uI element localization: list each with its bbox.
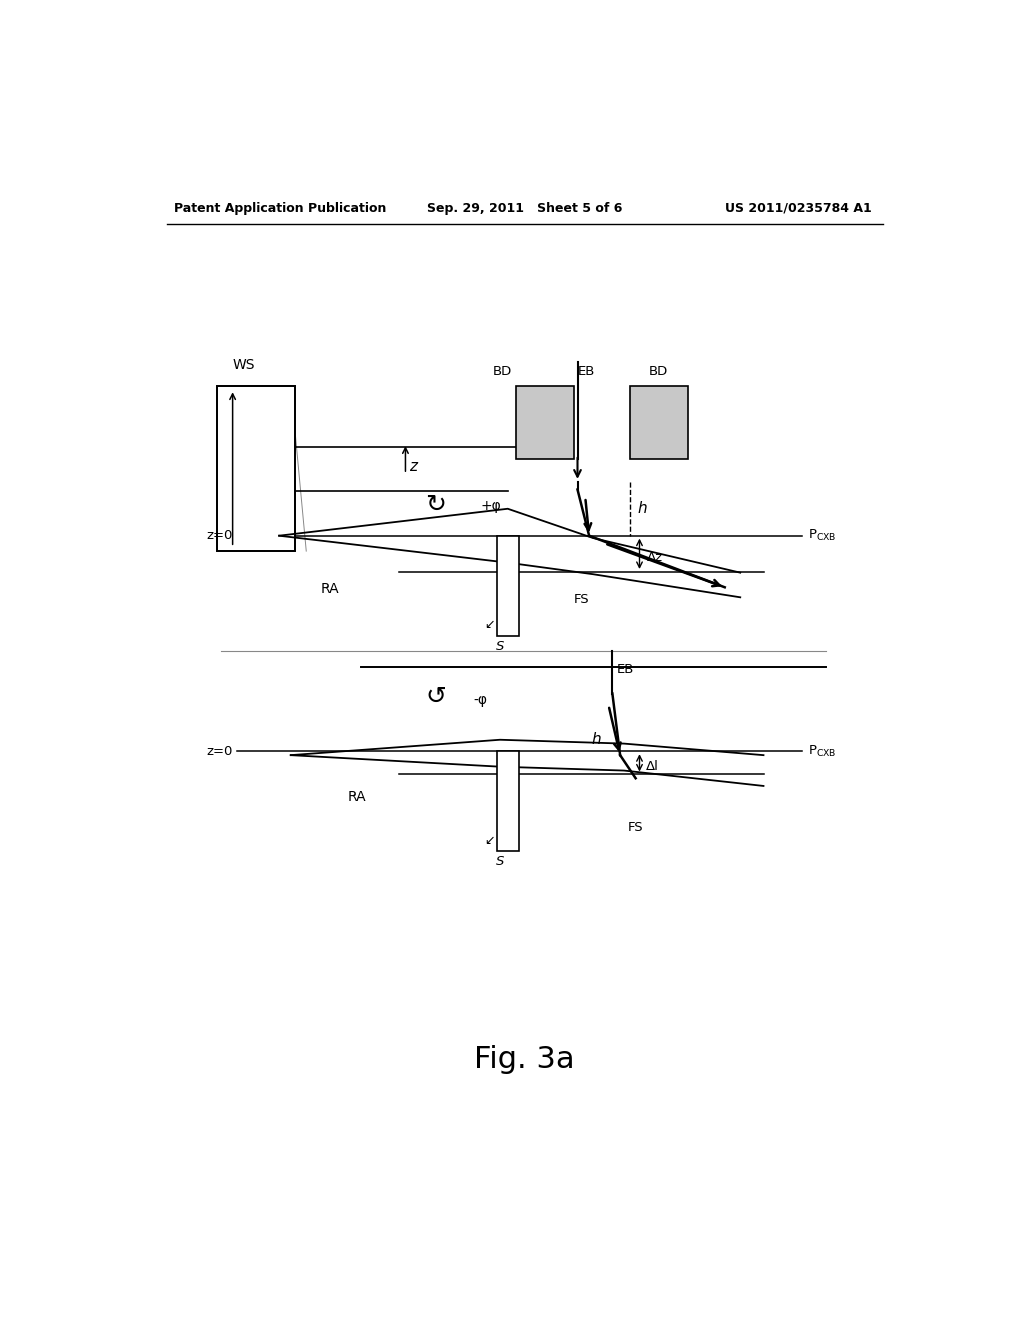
Text: Patent Application Publication: Patent Application Publication bbox=[174, 202, 387, 215]
Text: z=0: z=0 bbox=[206, 529, 232, 543]
Text: S: S bbox=[496, 855, 505, 869]
Text: US 2011/0235784 A1: US 2011/0235784 A1 bbox=[725, 202, 872, 215]
Text: Δz: Δz bbox=[647, 550, 664, 564]
Text: Δl: Δl bbox=[646, 760, 658, 774]
Bar bbox=[630, 385, 688, 459]
Text: EB: EB bbox=[616, 663, 634, 676]
Text: EB: EB bbox=[578, 364, 595, 378]
Text: ↙: ↙ bbox=[484, 618, 495, 631]
Text: FS: FS bbox=[573, 594, 589, 606]
Text: h: h bbox=[638, 502, 647, 516]
Text: z: z bbox=[410, 459, 418, 474]
Text: RA: RA bbox=[347, 789, 366, 804]
Text: -φ: -φ bbox=[473, 693, 486, 706]
Text: Fig. 3a: Fig. 3a bbox=[474, 1045, 575, 1073]
Text: z=0: z=0 bbox=[206, 744, 232, 758]
Text: ↙: ↙ bbox=[484, 834, 495, 846]
Bar bbox=[497, 536, 518, 636]
Bar bbox=[497, 751, 518, 851]
Bar bbox=[217, 385, 295, 552]
Text: S: S bbox=[496, 640, 505, 652]
Text: WS: WS bbox=[233, 358, 256, 372]
Text: BD: BD bbox=[493, 364, 512, 378]
Text: +φ: +φ bbox=[480, 499, 502, 513]
Bar bbox=[217, 385, 295, 552]
Bar bbox=[515, 385, 573, 459]
Text: P$_{\mathregular{CXB}}$: P$_{\mathregular{CXB}}$ bbox=[809, 528, 837, 544]
Text: ↺: ↺ bbox=[425, 685, 446, 709]
Text: h: h bbox=[591, 733, 601, 747]
Text: RA: RA bbox=[321, 582, 339, 595]
Text: ↻: ↻ bbox=[425, 492, 446, 517]
Text: P$_{\mathregular{CXB}}$: P$_{\mathregular{CXB}}$ bbox=[809, 743, 837, 759]
Text: BD: BD bbox=[649, 364, 669, 378]
Text: FS: FS bbox=[628, 821, 643, 834]
Text: Sep. 29, 2011   Sheet 5 of 6: Sep. 29, 2011 Sheet 5 of 6 bbox=[427, 202, 623, 215]
